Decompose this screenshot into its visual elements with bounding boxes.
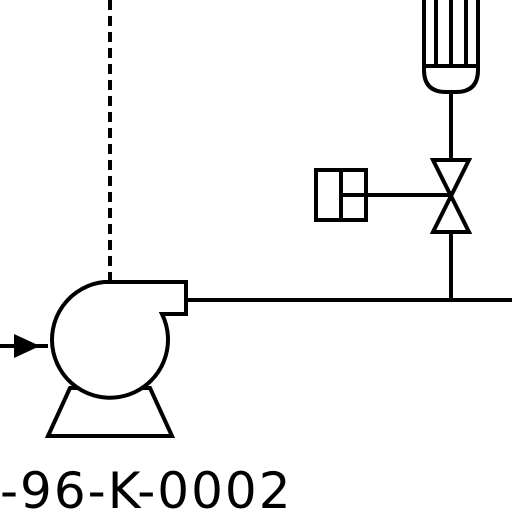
centrifugal-pump-icon bbox=[0, 280, 188, 438]
gate-valve-icon bbox=[429, 158, 473, 234]
controller-box-icon bbox=[314, 168, 451, 222]
equipment-tag-label: -96-K-0002 bbox=[0, 462, 293, 512]
motor-actuator-icon bbox=[422, 0, 480, 94]
